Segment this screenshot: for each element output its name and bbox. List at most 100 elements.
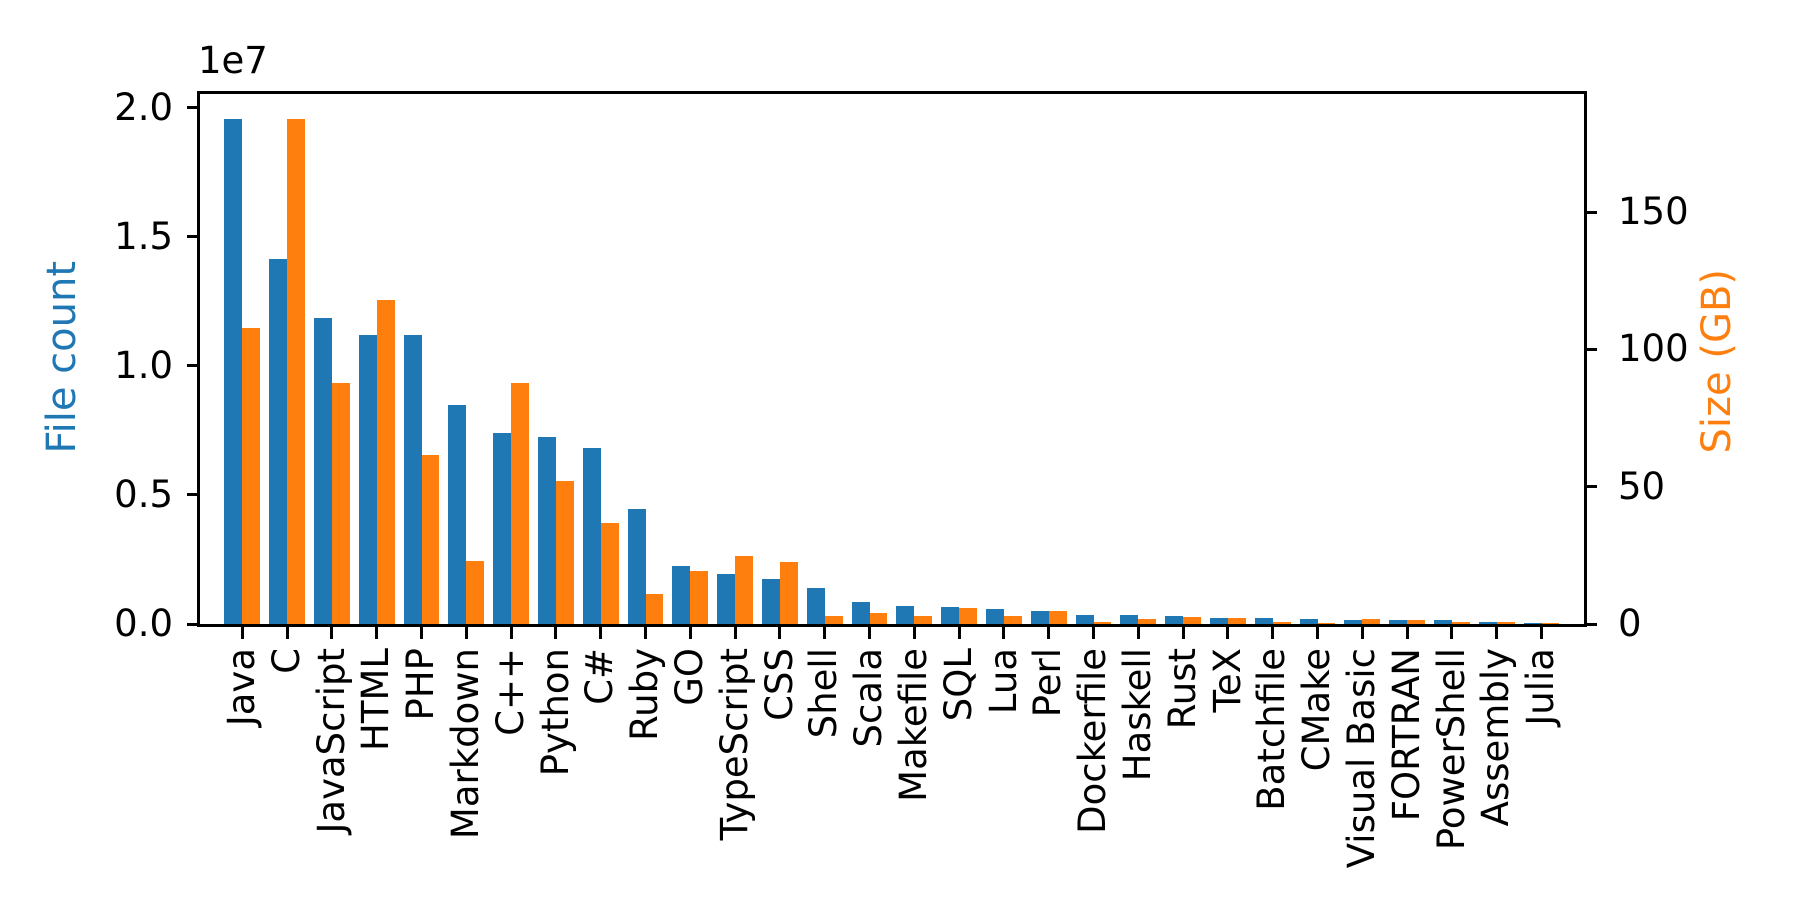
y-tick-mark-left xyxy=(187,364,197,368)
bar-size-tex xyxy=(1227,618,1246,624)
x-label-slot: Perl xyxy=(1026,648,1071,717)
x-tick-slot xyxy=(1430,627,1475,639)
x-axis-labels: Java C JavaScript HTML PHP Markdown C++ Python C… xyxy=(200,648,1584,868)
x-label-slot: Python xyxy=(534,648,579,776)
category-slot-visual-basic xyxy=(1340,94,1385,624)
bar-filecount-tex xyxy=(1210,617,1228,624)
x-tick-slot xyxy=(399,627,444,639)
x-tick-label-dockerfile: Dockerfile xyxy=(1071,648,1115,834)
x-tick-label-java: Java xyxy=(220,648,264,727)
x-label-slot: Markdown xyxy=(444,648,489,839)
bar-size-shell xyxy=(824,615,843,624)
category-slot-perl xyxy=(1026,94,1071,624)
bar-size-python xyxy=(555,481,574,624)
x-tick-label-python: Python xyxy=(533,648,577,777)
x-tick-mark xyxy=(509,627,513,639)
x-label-slot: TeX xyxy=(1206,648,1251,712)
x-tick-slot xyxy=(758,627,803,639)
x-tick-slot xyxy=(713,627,758,639)
x-tick-slot xyxy=(1340,627,1385,639)
x-tick-mark xyxy=(1136,627,1140,639)
bar-filecount-javascript xyxy=(314,318,332,624)
x-tick-mark xyxy=(464,627,468,639)
x-tick-mark xyxy=(375,627,379,639)
category-slot-makefile xyxy=(892,94,937,624)
x-tick-mark xyxy=(599,627,603,639)
x-tick-label-assembly: Assembly xyxy=(1474,648,1518,827)
x-tick-label-powershell: PowerShell xyxy=(1429,648,1473,851)
x-tick-mark xyxy=(957,627,961,639)
bar-size-haskell xyxy=(1138,618,1157,624)
bar-size-visual-basic xyxy=(1362,618,1381,624)
x-tick-label-sql: SQL xyxy=(936,648,980,722)
y-tick-mark-left xyxy=(187,622,197,626)
x-label-slot: C xyxy=(265,648,310,674)
x-label-slot: Assembly xyxy=(1474,648,1519,826)
category-slot-c- xyxy=(578,94,623,624)
y-tick-label-right-100: 100 xyxy=(1618,327,1689,371)
x-label-slot: FORTRAN xyxy=(1385,648,1430,821)
category-slot-haskell xyxy=(1116,94,1161,624)
x-tick-slot xyxy=(1385,627,1430,639)
category-slot-batchfile xyxy=(1250,94,1295,624)
category-slot-fortran xyxy=(1385,94,1430,624)
x-label-slot: CSS xyxy=(758,648,803,721)
bar-size-css xyxy=(779,561,798,624)
bar-size-c- xyxy=(600,522,619,624)
bar-filecount-css xyxy=(762,579,780,624)
x-tick-mark xyxy=(1181,627,1185,639)
bar-filecount-markdown xyxy=(448,405,467,624)
bar-filecount-visual-basic xyxy=(1344,619,1363,624)
category-slot-php xyxy=(399,94,444,624)
bar-size-lua xyxy=(1003,616,1022,624)
x-tick-label-haskell: Haskell xyxy=(1115,648,1159,782)
category-slot-shell xyxy=(802,94,847,624)
x-tick-mark xyxy=(554,627,558,639)
y-tick-mark-right xyxy=(1587,622,1597,626)
bar-filecount-scala xyxy=(851,602,870,624)
bar-filecount-java xyxy=(224,119,243,624)
x-tick-mark xyxy=(1002,627,1006,639)
x-label-slot: JavaScript xyxy=(310,648,355,833)
x-tick-slot xyxy=(1206,627,1251,639)
category-slot-python xyxy=(534,94,579,624)
bar-size-dockerfile xyxy=(1093,622,1112,624)
x-tick-mark xyxy=(778,627,782,639)
x-tick-label-php: PHP xyxy=(399,648,443,721)
category-slot-java xyxy=(220,94,265,624)
y-tick-label-left-1.5: 1.5 xyxy=(114,214,173,258)
x-tick-label-lua: Lua xyxy=(981,648,1025,715)
y-tick-label-right-0: 0 xyxy=(1618,602,1642,645)
bar-size-typescript xyxy=(735,556,754,624)
x-tick-label-markdown: Markdown xyxy=(444,648,488,840)
x-label-slot: Makefile xyxy=(892,648,937,802)
x-tick-label-perl: Perl xyxy=(1026,648,1070,718)
x-label-slot: Shell xyxy=(802,648,847,738)
x-tick-slot xyxy=(1519,627,1564,639)
bar-size-javascript xyxy=(331,382,350,624)
x-tick-mark xyxy=(733,627,737,639)
category-slot-c- xyxy=(489,94,534,624)
x-tick-label-batchfile: Batchfile xyxy=(1250,648,1294,811)
bar-filecount-shell xyxy=(806,588,825,624)
category-slot-scala xyxy=(847,94,892,624)
bar-size-assembly xyxy=(1496,621,1515,624)
x-label-slot: PowerShell xyxy=(1430,648,1475,850)
bar-size-perl xyxy=(1048,611,1067,624)
x-tick-label-typescript: TypeScript xyxy=(712,648,756,841)
x-tick-mark xyxy=(1092,627,1096,639)
x-tick-slot xyxy=(1295,627,1340,639)
y-axis-label-right: Size (GB) xyxy=(1694,269,1740,454)
x-tick-mark xyxy=(1226,627,1230,639)
x-label-slot: GO xyxy=(668,648,713,706)
x-tick-slot xyxy=(444,627,489,639)
category-slot-lua xyxy=(982,94,1027,624)
x-label-slot: C++ xyxy=(489,648,534,736)
x-label-slot: Lua xyxy=(982,648,1027,714)
bar-filecount-sql xyxy=(941,607,960,624)
x-tick-slot xyxy=(1474,627,1519,639)
y-tick-mark-left xyxy=(187,493,197,497)
y-tick-mark-left xyxy=(187,235,197,239)
x-tick-label-cmake: CMake xyxy=(1295,648,1339,772)
bar-filecount-typescript xyxy=(717,573,736,624)
